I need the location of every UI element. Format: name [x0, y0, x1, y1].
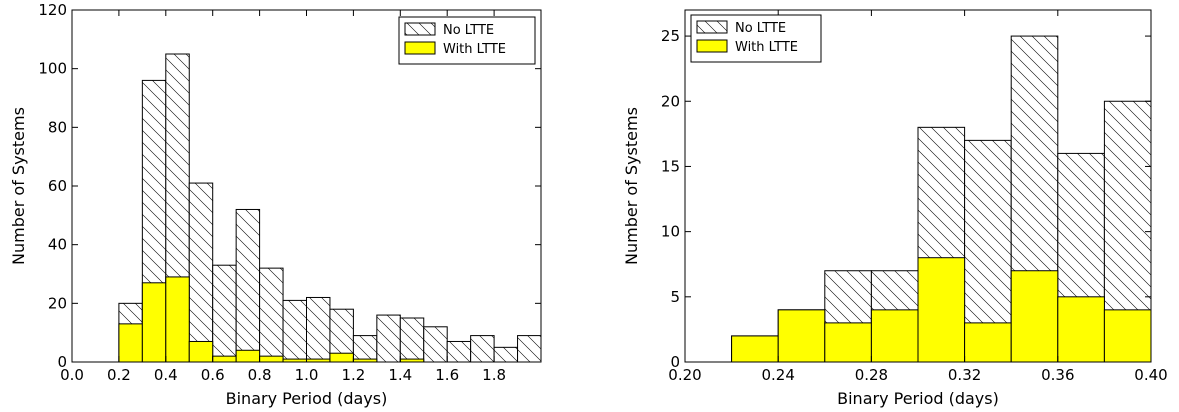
- legend-swatch-no-ltte: [696, 20, 728, 34]
- x-tick-label: 0.36: [1041, 366, 1074, 384]
- y-tick-label: 100: [38, 60, 67, 78]
- bar-no-ltte: [399, 317, 425, 363]
- bar-with-ltte: [141, 282, 167, 363]
- bar-with-ltte: [1057, 296, 1105, 363]
- bar-with-ltte: [824, 322, 872, 363]
- bar-with-ltte: [235, 349, 261, 363]
- x-tick-label: 1.6: [435, 366, 459, 384]
- x-tick-label: 1.8: [482, 366, 506, 384]
- x-tick-label: 0.28: [855, 366, 888, 384]
- bar-with-ltte: [964, 322, 1012, 363]
- bar-no-ltte: [493, 346, 519, 363]
- bar-no-ltte: [188, 182, 214, 363]
- bar-with-ltte: [870, 309, 919, 363]
- bar-no-ltte: [235, 208, 261, 363]
- bar-with-ltte: [1103, 309, 1152, 363]
- legend-label-no-ltte: No LTTE: [443, 23, 494, 38]
- bar-with-ltte: [212, 355, 237, 363]
- bar-with-ltte: [259, 355, 284, 363]
- x-tick-label: 0.40: [1134, 366, 1167, 384]
- plot-frame: [684, 9, 1152, 363]
- x-tick-label: 0.8: [248, 366, 272, 384]
- bar-no-ltte: [352, 335, 378, 363]
- legend-swatch-with-ltte: [696, 39, 728, 53]
- bar-no-ltte: [259, 267, 284, 363]
- y-tick-label: 25: [661, 27, 680, 45]
- x-tick-label: 0.20: [668, 366, 701, 384]
- histogram-right: 0.20 0.24 0.28 0.32 0.36 0.40 0 5 10 15 20 25 Bina…: [622, 9, 1168, 408]
- bar-no-ltte: [446, 340, 472, 363]
- bar-no-ltte: [517, 335, 542, 363]
- y-axis-label: Number of Systems: [9, 107, 28, 265]
- legend-label-with-ltte: With LTTE: [443, 42, 506, 57]
- legend-label-with-ltte: With LTTE: [735, 40, 798, 55]
- legend-swatch-with-ltte: [404, 41, 436, 55]
- x-tick-label: 0.0: [60, 366, 84, 384]
- bar-no-ltte: [306, 296, 331, 363]
- bar-no-ltte: [212, 264, 237, 363]
- bar-no-ltte: [282, 299, 307, 363]
- y-tick-label: 0: [670, 353, 680, 371]
- legend-box: [690, 14, 822, 63]
- x-tick-label: 1.4: [388, 366, 412, 384]
- bar-no-ltte: [376, 314, 401, 363]
- x-tick-label: 0.32: [948, 366, 981, 384]
- y-tick-label: 40: [48, 236, 67, 254]
- bar-with-ltte: [1010, 270, 1059, 363]
- x-axis-label: Binary Period (days): [226, 389, 388, 408]
- x-tick-label: 0.2: [107, 366, 131, 384]
- bar-with-ltte: [777, 309, 826, 363]
- legend-label-no-ltte: No LTTE: [735, 21, 786, 36]
- x-tick-label: 1.0: [295, 366, 319, 384]
- bar-with-ltte: [118, 323, 143, 363]
- y-tick-label: 120: [38, 1, 67, 19]
- bar-with-ltte: [329, 352, 354, 363]
- legend: No LTTE With LTTE: [690, 14, 822, 63]
- legend-swatch-no-ltte: [404, 22, 436, 36]
- y-axis-label: Number of Systems: [622, 107, 641, 265]
- y-tick-label: 0: [57, 353, 67, 371]
- x-tick-label: 0.24: [761, 366, 794, 384]
- y-tick-label: 80: [48, 118, 67, 136]
- y-tick-label: 5: [670, 288, 680, 306]
- legend: No LTTE With LTTE: [398, 16, 536, 65]
- bar-with-ltte: [731, 335, 779, 363]
- bar-with-ltte: [917, 257, 966, 363]
- bar-with-ltte: [165, 276, 190, 363]
- y-tick-label: 10: [661, 223, 680, 241]
- y-tick-label: 20: [48, 294, 67, 312]
- histogram-left: 0.0 0.2 0.4 0.6 0.8 1.0 1.2 1.4 1.6 1.8 0 20 40 60 80…: [9, 1, 542, 408]
- bar-no-ltte: [423, 326, 448, 363]
- x-axis-label: Binary Period (days): [837, 389, 999, 408]
- bar-no-ltte: [470, 335, 495, 363]
- bar-with-ltte: [188, 340, 214, 363]
- y-tick-label: 15: [661, 157, 680, 175]
- y-tick-label: 20: [661, 92, 680, 110]
- x-tick-label: 1.2: [341, 366, 365, 384]
- x-tick-label: 0.4: [154, 366, 178, 384]
- y-tick-label: 60: [48, 177, 67, 195]
- x-tick-label: 0.6: [201, 366, 225, 384]
